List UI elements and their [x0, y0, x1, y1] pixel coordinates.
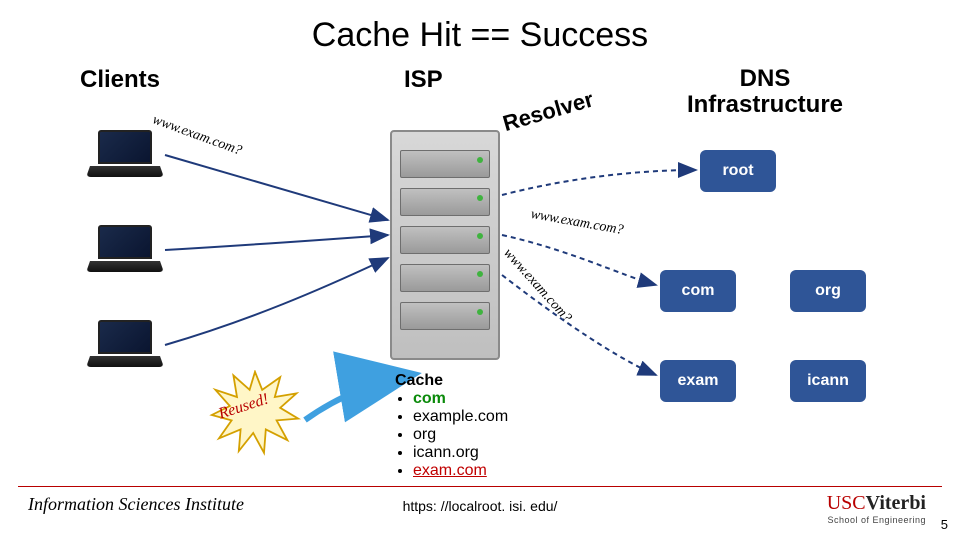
column-clients: Clients [80, 66, 160, 94]
dns-box-root: root [700, 150, 776, 192]
cache-list: com example.com org icann.org exam.com [413, 390, 508, 480]
dns-box-org: org [790, 270, 866, 312]
client-laptop [90, 130, 160, 180]
dns-box-label: org [815, 282, 841, 300]
footer-url: https: //localroot. isi. edu/ [0, 498, 960, 514]
dns-box-label: root [722, 162, 753, 180]
cache-item: org [413, 426, 508, 444]
client-laptop [90, 320, 160, 370]
footer-logo: USCViterbi School of Engineering [827, 492, 926, 525]
query-text: www.exam.com? [529, 207, 624, 239]
slide-title: Cache Hit == Success [0, 16, 960, 55]
dns-box-label: exam [678, 372, 719, 390]
slide-number: 5 [941, 517, 948, 532]
cache-item: icann.org [413, 444, 508, 462]
dns-box-com: com [660, 270, 736, 312]
cache-block: Cache com example.com org icann.org exam… [395, 372, 508, 480]
cache-item: exam.com [413, 462, 508, 480]
logo-usc: USC [827, 492, 866, 514]
dns-box-exam: exam [660, 360, 736, 402]
dns-box-icann: icann [790, 360, 866, 402]
cache-header: Cache [395, 372, 508, 390]
client-laptop [90, 225, 160, 275]
dns-box-label: com [682, 282, 715, 300]
resolver-server-icon [390, 130, 500, 360]
column-dns: DNS Infrastructure [640, 66, 890, 119]
slide: Cache Hit == Success Clients ISP DNS Inf… [0, 0, 960, 540]
resolver-label: Resolver [500, 86, 597, 137]
footer-rule [18, 486, 942, 487]
column-isp: ISP [404, 66, 443, 94]
logo-viterbi: Viterbi [866, 492, 926, 514]
query-text: www.exam.com? [500, 246, 575, 326]
cache-item: example.com [413, 408, 508, 426]
dns-box-label: icann [807, 372, 849, 390]
cache-item: com [413, 390, 508, 408]
query-text: www.exam.com? [150, 112, 244, 159]
logo-subtitle: School of Engineering [827, 515, 926, 525]
